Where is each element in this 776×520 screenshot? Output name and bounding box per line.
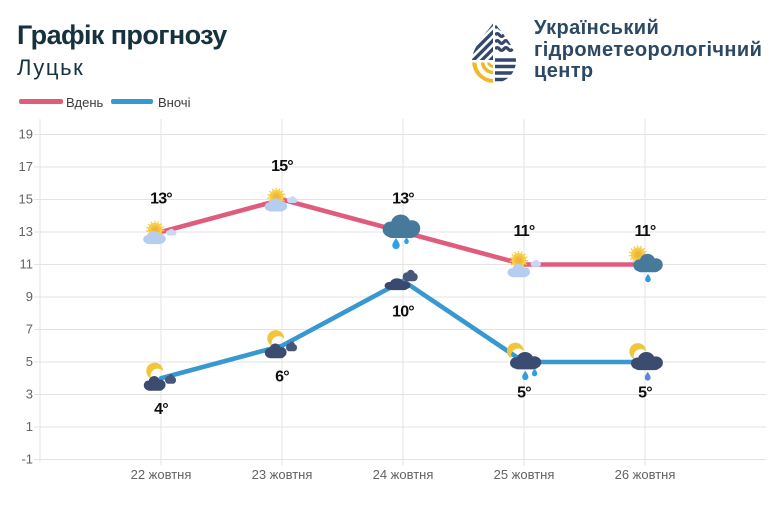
svg-text:19: 19 <box>19 127 33 142</box>
svg-text:13°: 13° <box>150 191 172 208</box>
svg-text:1: 1 <box>26 419 33 434</box>
svg-text:23 жовтня: 23 жовтня <box>252 467 313 482</box>
svg-text:3: 3 <box>26 387 33 402</box>
svg-text:5°: 5° <box>638 385 652 402</box>
svg-text:24 жовтня: 24 жовтня <box>373 467 434 482</box>
svg-text:9: 9 <box>26 289 33 304</box>
svg-text:25 жовтня: 25 жовтня <box>494 467 555 482</box>
svg-text:5°: 5° <box>517 385 531 402</box>
svg-text:11: 11 <box>20 257 34 272</box>
svg-text:15°: 15° <box>271 158 293 175</box>
svg-text:6°: 6° <box>275 369 289 386</box>
svg-text:15: 15 <box>19 192 33 207</box>
svg-text:11°: 11° <box>635 223 656 240</box>
svg-text:-1: -1 <box>21 452 33 467</box>
svg-text:10°: 10° <box>392 304 414 321</box>
svg-text:22 жовтня: 22 жовтня <box>131 467 192 482</box>
svg-text:11°: 11° <box>514 223 535 240</box>
svg-text:13°: 13° <box>392 191 414 208</box>
svg-text:4°: 4° <box>154 401 168 418</box>
svg-text:17: 17 <box>19 159 33 174</box>
svg-text:26 жовтня: 26 жовтня <box>615 467 676 482</box>
svg-text:13: 13 <box>19 224 33 239</box>
svg-text:5: 5 <box>26 354 33 369</box>
svg-text:7: 7 <box>26 322 33 337</box>
